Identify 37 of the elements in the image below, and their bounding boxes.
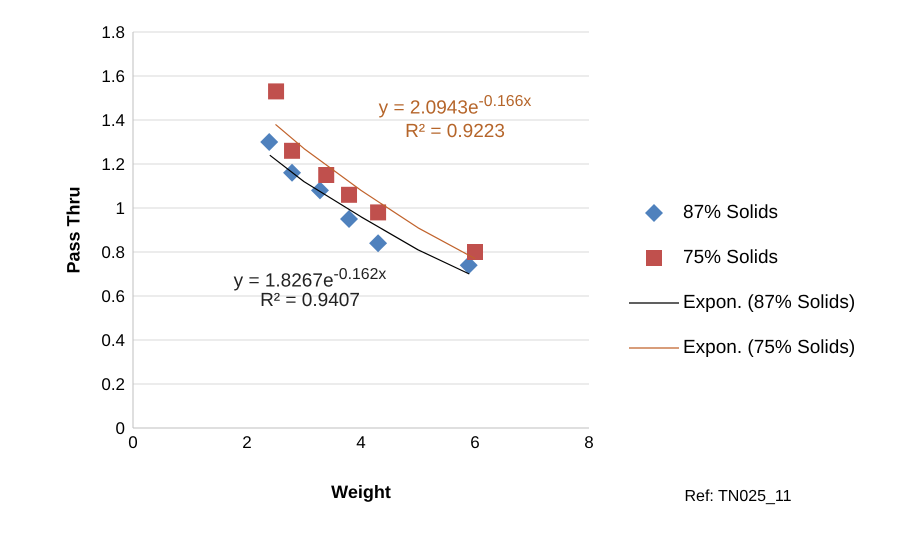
x-axis-title: Weight: [331, 482, 391, 502]
point: [467, 244, 483, 260]
annotation: y = 1.8267e$^{-0.162x}$: [232, 266, 388, 292]
annotation: y = 2.0943e$^{-0.166x}$: [378, 93, 532, 120]
x-tick-label: 6: [470, 433, 480, 452]
y-axis-title: Pass Thru: [63, 186, 84, 274]
point: [284, 142, 300, 159]
point: [341, 186, 358, 203]
x-tick-label: 2: [242, 433, 252, 452]
y-tick-label: 1.6: [101, 67, 125, 86]
y-tick-label: 1.8: [101, 23, 125, 42]
legend-label: 87% Solids: [683, 202, 778, 224]
y-tick-label: 1.2: [101, 155, 125, 174]
x-tick-label: 8: [584, 433, 594, 452]
point: [460, 256, 478, 274]
y-tick-label: 0.4: [101, 331, 125, 350]
legend-label: Expon. (75% Solids): [683, 336, 856, 358]
y-tick-label: 0.8: [101, 243, 125, 262]
annotation: R² = 0.9407: [259, 290, 361, 312]
x-tick-label: 0: [128, 433, 138, 452]
point: [340, 210, 358, 228]
legend-label: 75% Solids: [683, 246, 778, 268]
point: [283, 164, 302, 182]
point: [369, 234, 388, 252]
x-tick-label: 4: [356, 433, 366, 452]
text: Ref: TN025_11: [683, 488, 793, 506]
legend-label: Expon. (87% Solids): [683, 292, 856, 314]
point: [318, 167, 334, 183]
point: [260, 133, 278, 151]
point: [370, 204, 386, 220]
y-tick-label: 1.4: [101, 111, 125, 130]
y-tick-label: 0.6: [101, 287, 125, 306]
y-tick-label: 1: [116, 199, 125, 218]
annotation: R² = 0.9223: [404, 121, 506, 143]
y-tick-label: 0.2: [101, 375, 125, 394]
point: [268, 83, 284, 100]
y-tick-label: 0: [116, 419, 125, 438]
